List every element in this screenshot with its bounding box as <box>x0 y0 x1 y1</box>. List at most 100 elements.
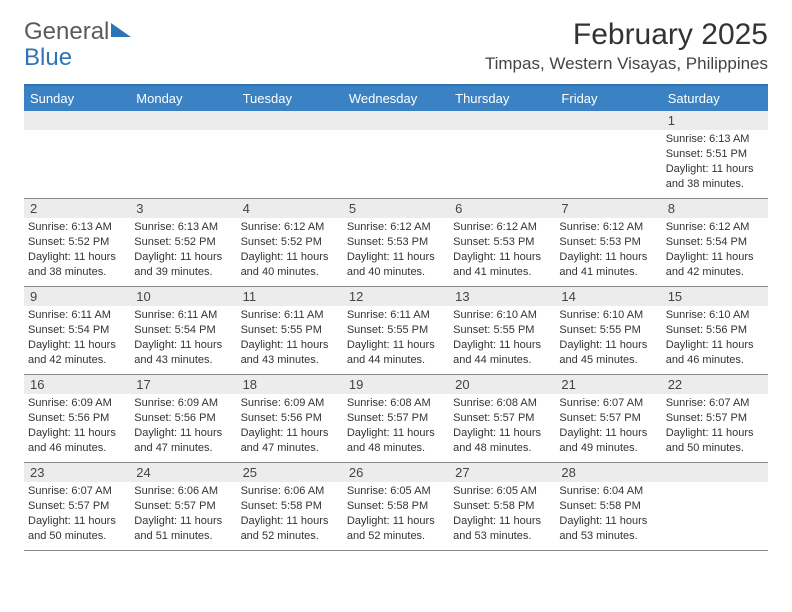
daylight-text: Daylight: 11 hours and 44 minutes. <box>347 338 445 368</box>
day-info: Sunrise: 6:07 AMSunset: 5:57 PMDaylight:… <box>666 396 764 455</box>
day-number: 16 <box>24 375 130 394</box>
calendar-cell: 6Sunrise: 6:12 AMSunset: 5:53 PMDaylight… <box>449 199 555 287</box>
day-number <box>24 111 130 130</box>
calendar-cell: 16Sunrise: 6:09 AMSunset: 5:56 PMDayligh… <box>24 375 130 463</box>
day-number: 4 <box>237 199 343 218</box>
day-number: 13 <box>449 287 555 306</box>
calendar-cell <box>449 111 555 199</box>
sunrise-text: Sunrise: 6:11 AM <box>28 308 126 323</box>
calendar-cell: 17Sunrise: 6:09 AMSunset: 5:56 PMDayligh… <box>130 375 236 463</box>
day-info: Sunrise: 6:13 AMSunset: 5:52 PMDaylight:… <box>28 220 126 279</box>
sunrise-text: Sunrise: 6:13 AM <box>28 220 126 235</box>
sunrise-text: Sunrise: 6:12 AM <box>666 220 764 235</box>
calendar-cell <box>130 111 236 199</box>
day-number: 14 <box>555 287 661 306</box>
day-info: Sunrise: 6:06 AMSunset: 5:57 PMDaylight:… <box>134 484 232 543</box>
day-number: 19 <box>343 375 449 394</box>
daylight-text: Daylight: 11 hours and 45 minutes. <box>559 338 657 368</box>
daylight-text: Daylight: 11 hours and 38 minutes. <box>666 162 764 192</box>
calendar-cell: 18Sunrise: 6:09 AMSunset: 5:56 PMDayligh… <box>237 375 343 463</box>
calendar-cell: 20Sunrise: 6:08 AMSunset: 5:57 PMDayligh… <box>449 375 555 463</box>
sunset-text: Sunset: 5:58 PM <box>453 499 551 514</box>
sunrise-text: Sunrise: 6:05 AM <box>347 484 445 499</box>
sunrise-text: Sunrise: 6:07 AM <box>28 484 126 499</box>
day-info: Sunrise: 6:11 AMSunset: 5:54 PMDaylight:… <box>134 308 232 367</box>
day-info: Sunrise: 6:10 AMSunset: 5:56 PMDaylight:… <box>666 308 764 367</box>
calendar-cell: 15Sunrise: 6:10 AMSunset: 5:56 PMDayligh… <box>662 287 768 375</box>
sunrise-text: Sunrise: 6:08 AM <box>347 396 445 411</box>
sunrise-text: Sunrise: 6:10 AM <box>559 308 657 323</box>
daylight-text: Daylight: 11 hours and 43 minutes. <box>134 338 232 368</box>
daylight-text: Daylight: 11 hours and 50 minutes. <box>28 514 126 544</box>
sunset-text: Sunset: 5:53 PM <box>347 235 445 250</box>
day-number <box>237 111 343 130</box>
day-number: 11 <box>237 287 343 306</box>
calendar-cell: 4 Sunrise: 6:12 AMSunset: 5:52 PMDaylight… <box>237 199 343 287</box>
day-number: 10 <box>130 287 236 306</box>
day-info: Sunrise: 6:07 AMSunset: 5:57 PMDaylight:… <box>28 484 126 543</box>
day-info: Sunrise: 6:11 AMSunset: 5:55 PMDaylight:… <box>347 308 445 367</box>
day-number: 9 <box>24 287 130 306</box>
sunrise-text: Sunrise: 6:11 AM <box>134 308 232 323</box>
sunset-text: Sunset: 5:58 PM <box>241 499 339 514</box>
sunrise-text: Sunrise: 6:05 AM <box>453 484 551 499</box>
day-header: Saturday <box>662 86 768 111</box>
sunset-text: Sunset: 5:57 PM <box>28 499 126 514</box>
calendar-cell <box>343 111 449 199</box>
day-header: Thursday <box>449 86 555 111</box>
day-info: Sunrise: 6:13 AMSunset: 5:52 PMDaylight:… <box>134 220 232 279</box>
day-number: 1 <box>662 111 768 130</box>
daylight-text: Daylight: 11 hours and 49 minutes. <box>559 426 657 456</box>
day-info: Sunrise: 6:12 AMSunset: 5:54 PMDaylight:… <box>666 220 764 279</box>
day-number: 8 <box>662 199 768 218</box>
day-info: Sunrise: 6:12 AMSunset: 5:53 PMDaylight:… <box>347 220 445 279</box>
day-info: Sunrise: 6:05 AMSunset: 5:58 PMDaylight:… <box>453 484 551 543</box>
calendar-cell <box>555 111 661 199</box>
location-text: Timpas, Western Visayas, Philippines <box>485 54 768 74</box>
calendar-cell: 1 Sunrise: 6:13 AMSunset: 5:51 PMDaylight… <box>662 111 768 199</box>
day-header: Sunday <box>24 86 130 111</box>
day-info: Sunrise: 6:06 AMSunset: 5:58 PMDaylight:… <box>241 484 339 543</box>
sunset-text: Sunset: 5:58 PM <box>347 499 445 514</box>
daylight-text: Daylight: 11 hours and 41 minutes. <box>559 250 657 280</box>
calendar-cell: 5Sunrise: 6:12 AMSunset: 5:53 PMDaylight… <box>343 199 449 287</box>
calendar-cell: 27 Sunrise: 6:05 AMSunset: 5:58 PMDayligh… <box>449 463 555 551</box>
calendar-cell: 10 Sunrise: 6:11 AMSunset: 5:54 PMDayligh… <box>130 287 236 375</box>
day-number: 7 <box>555 199 661 218</box>
daylight-text: Daylight: 11 hours and 51 minutes. <box>134 514 232 544</box>
daylight-text: Daylight: 11 hours and 53 minutes. <box>559 514 657 544</box>
day-number: 20 <box>449 375 555 394</box>
sunset-text: Sunset: 5:58 PM <box>559 499 657 514</box>
title-area: February 2025 Timpas, Western Visayas, P… <box>485 18 768 74</box>
sunset-text: Sunset: 5:56 PM <box>134 411 232 426</box>
calendar-cell: 8 Sunrise: 6:12 AMSunset: 5:54 PMDaylight… <box>662 199 768 287</box>
sunset-text: Sunset: 5:57 PM <box>134 499 232 514</box>
sunrise-text: Sunrise: 6:09 AM <box>241 396 339 411</box>
daylight-text: Daylight: 11 hours and 39 minutes. <box>134 250 232 280</box>
sunset-text: Sunset: 5:55 PM <box>453 323 551 338</box>
logo-text-1: General <box>24 18 109 46</box>
day-info: Sunrise: 6:08 AMSunset: 5:57 PMDaylight:… <box>347 396 445 455</box>
day-number: 28 <box>555 463 661 482</box>
day-number: 6 <box>449 199 555 218</box>
month-title: February 2025 <box>485 18 768 52</box>
day-info: Sunrise: 6:12 AMSunset: 5:52 PMDaylight:… <box>241 220 339 279</box>
daylight-text: Daylight: 11 hours and 47 minutes. <box>134 426 232 456</box>
sunrise-text: Sunrise: 6:13 AM <box>666 132 764 147</box>
day-info: Sunrise: 6:11 AMSunset: 5:55 PMDaylight:… <box>241 308 339 367</box>
sunrise-text: Sunrise: 6:09 AM <box>28 396 126 411</box>
sunset-text: Sunset: 5:57 PM <box>453 411 551 426</box>
calendar-cell: 3Sunrise: 6:13 AMSunset: 5:52 PMDaylight… <box>130 199 236 287</box>
day-number: 22 <box>662 375 768 394</box>
sunrise-text: Sunrise: 6:09 AM <box>134 396 232 411</box>
day-info: Sunrise: 6:13 AMSunset: 5:51 PMDaylight:… <box>666 132 764 191</box>
logo-text-2: Blue <box>24 44 72 71</box>
day-number: 18 <box>237 375 343 394</box>
calendar-cell <box>662 463 768 551</box>
daylight-text: Daylight: 11 hours and 46 minutes. <box>666 338 764 368</box>
calendar-cell: 9Sunrise: 6:11 AMSunset: 5:54 PMDaylight… <box>24 287 130 375</box>
day-number: 27 <box>449 463 555 482</box>
calendar-cell: 21Sunrise: 6:07 AMSunset: 5:57 PMDayligh… <box>555 375 661 463</box>
day-number: 24 <box>130 463 236 482</box>
daylight-text: Daylight: 11 hours and 47 minutes. <box>241 426 339 456</box>
